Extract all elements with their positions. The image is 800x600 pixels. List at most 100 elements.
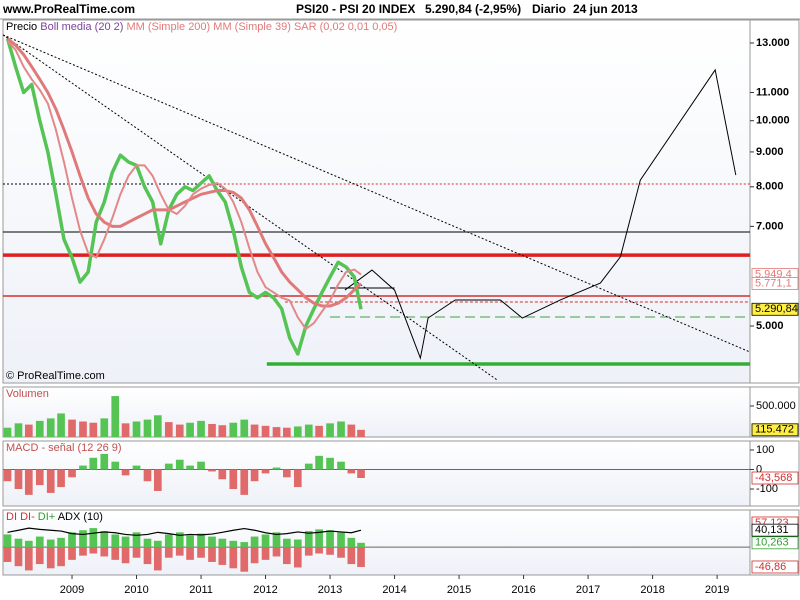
bar — [3, 547, 12, 562]
y-tick-label: 11.000 — [756, 86, 789, 98]
bar — [240, 542, 249, 548]
bar — [293, 547, 302, 568]
bar — [57, 469, 65, 488]
date: 24 jun 2013 — [573, 2, 638, 16]
series-line — [6, 37, 363, 308]
bar — [143, 538, 152, 548]
price-marker — [751, 536, 799, 550]
legend-entry: MM (Simple 200) — [126, 21, 210, 33]
series-line — [6, 40, 362, 330]
y-tick-label: -100 — [756, 483, 778, 495]
bar — [164, 547, 173, 558]
x-tick-label: 2015 — [447, 584, 471, 596]
bar — [57, 537, 65, 548]
bar — [218, 538, 227, 548]
legend-entry: MM (Simple 39) — [213, 21, 291, 33]
y-tick-label: 13.000 — [756, 37, 790, 49]
bar — [24, 469, 33, 495]
bar — [143, 419, 152, 437]
x-tick-label: 2011 — [189, 584, 213, 596]
bar — [132, 532, 141, 548]
x-tick-label: 2019 — [705, 584, 729, 596]
bar — [111, 534, 120, 548]
bar — [326, 530, 334, 548]
price-marker-label: 10,263 — [755, 537, 789, 549]
bar — [153, 547, 162, 571]
axis-strip — [749, 19, 800, 384]
bar — [293, 426, 302, 437]
bar — [35, 536, 44, 548]
bar — [250, 547, 259, 564]
bar — [164, 534, 173, 548]
bar — [186, 535, 194, 548]
bar — [111, 396, 120, 437]
bar — [46, 469, 55, 493]
bar — [175, 459, 184, 470]
bar — [100, 418, 109, 437]
bar — [3, 534, 12, 548]
y-tick-label: 500.000 — [756, 400, 796, 412]
legend-entry: Precio — [6, 21, 37, 33]
bar — [197, 547, 205, 558]
bar — [175, 424, 184, 437]
trend-line — [344, 68, 737, 360]
bar — [272, 467, 281, 470]
trend-line — [3, 34, 750, 353]
series-line — [7, 527, 362, 536]
bar — [357, 542, 365, 548]
price-marker-label: 115.472 — [755, 424, 794, 436]
bar — [186, 547, 194, 560]
bar — [250, 536, 259, 548]
bar — [357, 429, 365, 437]
bar — [261, 425, 270, 437]
bar — [121, 469, 130, 476]
price-marker-label: -43,568 — [755, 472, 792, 484]
bar — [121, 536, 130, 548]
price-marker — [751, 302, 799, 316]
price-marker — [751, 277, 799, 290]
bar — [153, 415, 162, 437]
x-tick-label: 2013 — [318, 584, 342, 596]
legend-entry: DI- — [20, 511, 35, 523]
bar — [240, 419, 249, 437]
bar — [282, 547, 291, 565]
bar — [304, 463, 313, 470]
bar — [14, 547, 23, 567]
bar — [35, 469, 44, 486]
period: Diario — [532, 2, 566, 16]
bar — [175, 532, 184, 548]
bar — [79, 547, 87, 556]
x-tick-label: 2009 — [60, 584, 84, 596]
price-marker-label: 5.290,84 — [755, 303, 798, 315]
x-tick-label: 2014 — [382, 584, 406, 596]
bar — [3, 427, 12, 437]
quote: 5.290,84 (-2,95%) — [425, 2, 521, 16]
bar — [357, 547, 365, 567]
bar — [347, 547, 356, 565]
bar — [121, 547, 130, 564]
bar — [197, 461, 205, 470]
bar — [197, 420, 205, 437]
legend-entry: Volumen — [6, 388, 49, 400]
bar — [143, 469, 152, 482]
bar — [272, 547, 281, 557]
bar — [304, 547, 313, 556]
bar — [197, 533, 205, 548]
bar — [337, 461, 345, 470]
bar — [282, 538, 291, 548]
bar — [272, 427, 281, 437]
bar — [14, 538, 23, 548]
bar — [46, 539, 55, 548]
bar — [35, 547, 44, 565]
bar — [100, 453, 109, 470]
bar — [111, 547, 120, 560]
bar — [68, 419, 76, 437]
price-marker — [751, 523, 799, 537]
bar — [208, 469, 216, 472]
bar — [282, 427, 291, 437]
bar — [261, 469, 270, 474]
legend-entry: MACD - señal (12 26 9) — [6, 442, 122, 454]
bar — [79, 530, 87, 548]
bar — [315, 547, 323, 554]
